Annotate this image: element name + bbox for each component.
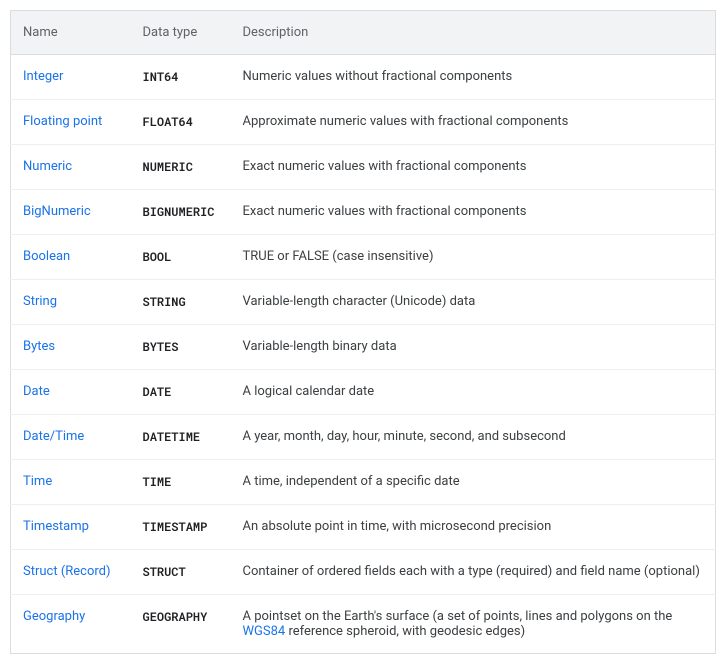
type-code: TIME (143, 474, 172, 490)
table-row: Integer INT64 Numeric values without fra… (11, 55, 716, 100)
type-desc: Exact numeric values with fractional com… (243, 204, 527, 219)
type-name-link[interactable]: Struct (Record) (23, 564, 111, 579)
type-code: GEOGRAPHY (143, 609, 208, 625)
table-row: Bytes BYTES Variable-length binary data (11, 325, 716, 370)
table-row: Timestamp TIMESTAMP An absolute point in… (11, 505, 716, 550)
type-code: DATETIME (143, 429, 201, 445)
type-name-link[interactable]: Boolean (23, 249, 70, 264)
type-name-link[interactable]: Bytes (23, 339, 55, 354)
table-header-row: Name Data type Description (11, 11, 716, 55)
type-name-link[interactable]: Date (23, 384, 50, 399)
type-desc: Variable-length character (Unicode) data (243, 294, 476, 309)
type-code: STRUCT (143, 564, 186, 580)
type-code: FLOAT64 (143, 114, 193, 130)
table-row: Date DATE A logical calendar date (11, 370, 716, 415)
type-name-link[interactable]: String (23, 294, 57, 309)
col-header-name: Name (11, 11, 131, 55)
table-row: BigNumeric BIGNUMERIC Exact numeric valu… (11, 190, 716, 235)
type-desc: Numeric values without fractional compon… (243, 69, 513, 84)
table-row: Date/Time DATETIME A year, month, day, h… (11, 415, 716, 460)
type-name-link[interactable]: Date/Time (23, 429, 84, 444)
type-desc: A time, independent of a specific date (243, 474, 460, 489)
type-name-link[interactable]: Integer (23, 69, 63, 84)
table-row: Numeric NUMERIC Exact numeric values wit… (11, 145, 716, 190)
table-row: Boolean BOOL TRUE or FALSE (case insensi… (11, 235, 716, 280)
col-header-type: Data type (131, 11, 231, 55)
table-row: String STRING Variable-length character … (11, 280, 716, 325)
type-name-link[interactable]: Geography (23, 609, 85, 624)
type-name-link[interactable]: Timestamp (23, 519, 89, 534)
type-code: DATE (143, 384, 172, 400)
type-name-link[interactable]: BigNumeric (23, 204, 91, 219)
type-desc: A logical calendar date (243, 384, 375, 399)
type-code: TIMESTAMP (143, 519, 208, 535)
datatype-table: Name Data type Description Integer INT64… (10, 10, 716, 654)
table-row: Floating point FLOAT64 Approximate numer… (11, 100, 716, 145)
type-name-link[interactable]: Time (23, 474, 52, 489)
type-name-link[interactable]: Numeric (23, 159, 72, 174)
type-code: STRING (143, 294, 186, 310)
type-desc: Container of ordered fields each with a … (243, 564, 700, 579)
type-name-link[interactable]: Floating point (23, 114, 102, 129)
table-row: Geography GEOGRAPHY A pointset on the Ea… (11, 595, 716, 654)
type-desc: Exact numeric values with fractional com… (243, 159, 527, 174)
table-row: Struct (Record) STRUCT Container of orde… (11, 550, 716, 595)
type-desc: TRUE or FALSE (case insensitive) (243, 249, 434, 264)
table-row: Time TIME A time, independent of a speci… (11, 460, 716, 505)
type-desc: An absolute point in time, with microsec… (243, 519, 552, 534)
type-desc: Approximate numeric values with fraction… (243, 114, 569, 129)
type-code: NUMERIC (143, 159, 193, 175)
type-code: BIGNUMERIC (143, 204, 215, 220)
datatype-table-wrapper: Name Data type Description Integer INT64… (10, 10, 716, 654)
col-header-desc: Description (231, 11, 716, 55)
type-code: INT64 (143, 69, 179, 85)
type-code: BOOL (143, 249, 172, 265)
type-desc-before: A pointset on the Earth's surface (a set… (243, 609, 673, 624)
type-desc: Variable-length binary data (243, 339, 397, 354)
type-code: BYTES (143, 339, 179, 355)
type-desc: A year, month, day, hour, minute, second… (243, 429, 566, 444)
